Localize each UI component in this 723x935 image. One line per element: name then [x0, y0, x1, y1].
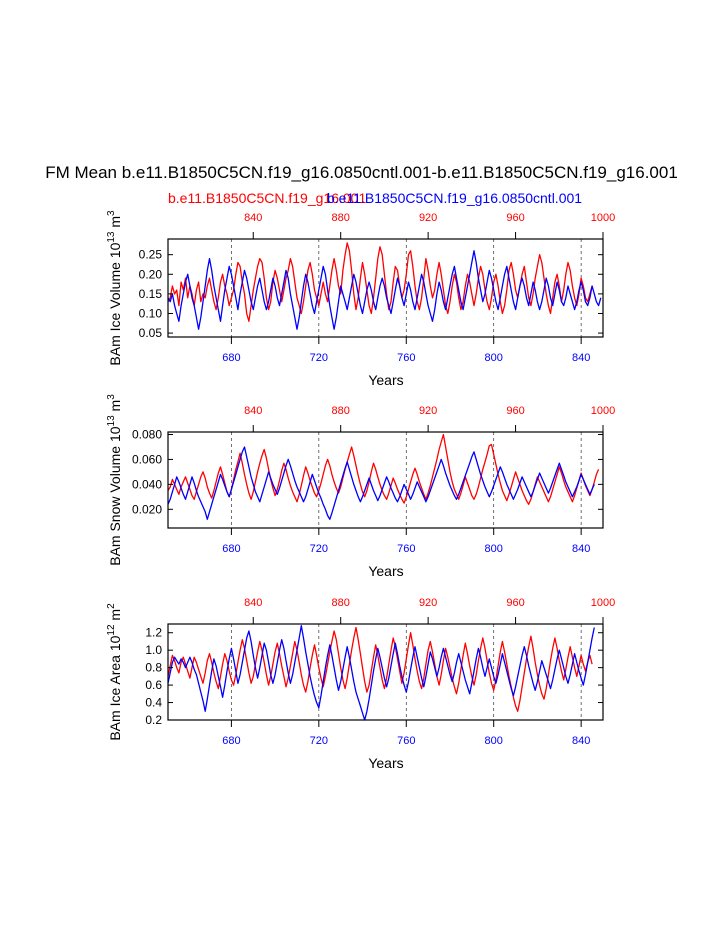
x-tick-label-bottom: 800: [485, 543, 503, 555]
y-tick-label: 0.4: [145, 696, 162, 710]
x-tick-label-top: 880: [332, 405, 350, 417]
legend-case-a: b.e11.B1850C5CN.f19_g16.001: [168, 190, 367, 206]
chart-panel-1: 0.05 0.10 0.15 0.20 0.25 680 720 760 800 840 840 88…: [106, 210, 615, 388]
x-tick-label-top: 840: [244, 212, 262, 224]
x-tick-label-bottom: 680: [222, 352, 240, 364]
x-tick-label-top: 1000: [591, 405, 615, 417]
y-tick-label: 0.040: [132, 477, 162, 491]
x-tick-label-top: 880: [332, 212, 350, 224]
y-axis-label: BAm Ice Volume 1013 m3: [106, 210, 123, 366]
x-tick-label-top: 920: [419, 405, 437, 417]
chart-panel-3: 0.2 0.4 0.6 0.8 1.0 1.2 680 720 760 800 840 840 880 9…: [106, 597, 615, 771]
x-tick-label-top: 960: [506, 212, 524, 224]
x-tick-label-bottom: 720: [310, 352, 328, 364]
plot-frame: [167, 238, 604, 338]
x-tick-label-bottom: 840: [572, 352, 590, 364]
y-axis-label: BAm Ice Area 1012 m2: [106, 603, 123, 741]
y-tick-label: 0.10: [139, 306, 163, 320]
x-tick-label-top: 920: [419, 597, 437, 609]
x-tick-label-top: 840: [244, 405, 262, 417]
x-tick-label-bottom: 840: [572, 735, 590, 747]
x-tick-label-top: 840: [244, 597, 262, 609]
x-tick-label-top: 960: [506, 597, 524, 609]
x-tick-label-top: 880: [332, 597, 350, 609]
x-tick-label-bottom: 840: [572, 543, 590, 555]
y-axis-label: BAm Snow Volume 1013 m3: [106, 394, 123, 566]
x-tick-label-top: 960: [506, 405, 524, 417]
y-tick-label: 0.2: [145, 713, 162, 727]
series-line-case-b: [167, 250, 602, 330]
series-line-case-a: [167, 626, 593, 712]
x-tick-label-bottom: 680: [222, 543, 240, 555]
series-line-case-a: [167, 242, 593, 322]
x-tick-label-bottom: 720: [310, 543, 328, 555]
y-tick-label: 0.25: [139, 248, 163, 262]
y-tick-label: 0.05: [139, 326, 163, 340]
figure-title: FM Mean b.e11.B1850C5CN.f19_g16.0850cntl…: [45, 163, 678, 182]
x-tick-label-top: 1000: [591, 212, 615, 224]
y-tick-label: 0.8: [145, 661, 162, 675]
y-tick-label: 0.6: [145, 678, 162, 692]
x-tick-label-bottom: 760: [397, 543, 415, 555]
y-tick-label: 1.2: [145, 626, 162, 640]
x-tick-label-top: 1000: [591, 597, 615, 609]
x-tick-label-top: 920: [419, 212, 437, 224]
series-line-case-b: [167, 625, 595, 721]
y-tick-label: 0.060: [132, 452, 162, 466]
y-tick-label: 0.020: [132, 502, 162, 516]
y-tick-label: 0.15: [139, 287, 163, 301]
legend-case-b: b.e11.B1850C5CN.f19_g16.0850cntl.001: [327, 190, 583, 206]
x-tick-label-bottom: 760: [397, 352, 415, 364]
y-tick-label: 0.080: [132, 427, 162, 441]
x-axis-label: Years: [368, 563, 403, 579]
plot-frame: [167, 431, 604, 529]
x-axis-label: Years: [368, 372, 403, 388]
x-tick-label-bottom: 800: [485, 735, 503, 747]
series-line-case-a: [167, 433, 600, 505]
chart-panel-2: 0.020 0.040 0.060 0.080 680 720 760 800 840 840 88…: [106, 394, 615, 579]
x-tick-label-bottom: 720: [310, 735, 328, 747]
x-tick-label-bottom: 760: [397, 735, 415, 747]
x-tick-label-bottom: 680: [222, 735, 240, 747]
x-tick-label-bottom: 800: [485, 352, 503, 364]
y-tick-label: 0.20: [139, 267, 163, 281]
y-tick-label: 1.0: [145, 643, 162, 657]
plot-frame: [167, 623, 604, 721]
x-axis-label: Years: [368, 755, 403, 771]
series-line-case-b: [167, 446, 595, 520]
